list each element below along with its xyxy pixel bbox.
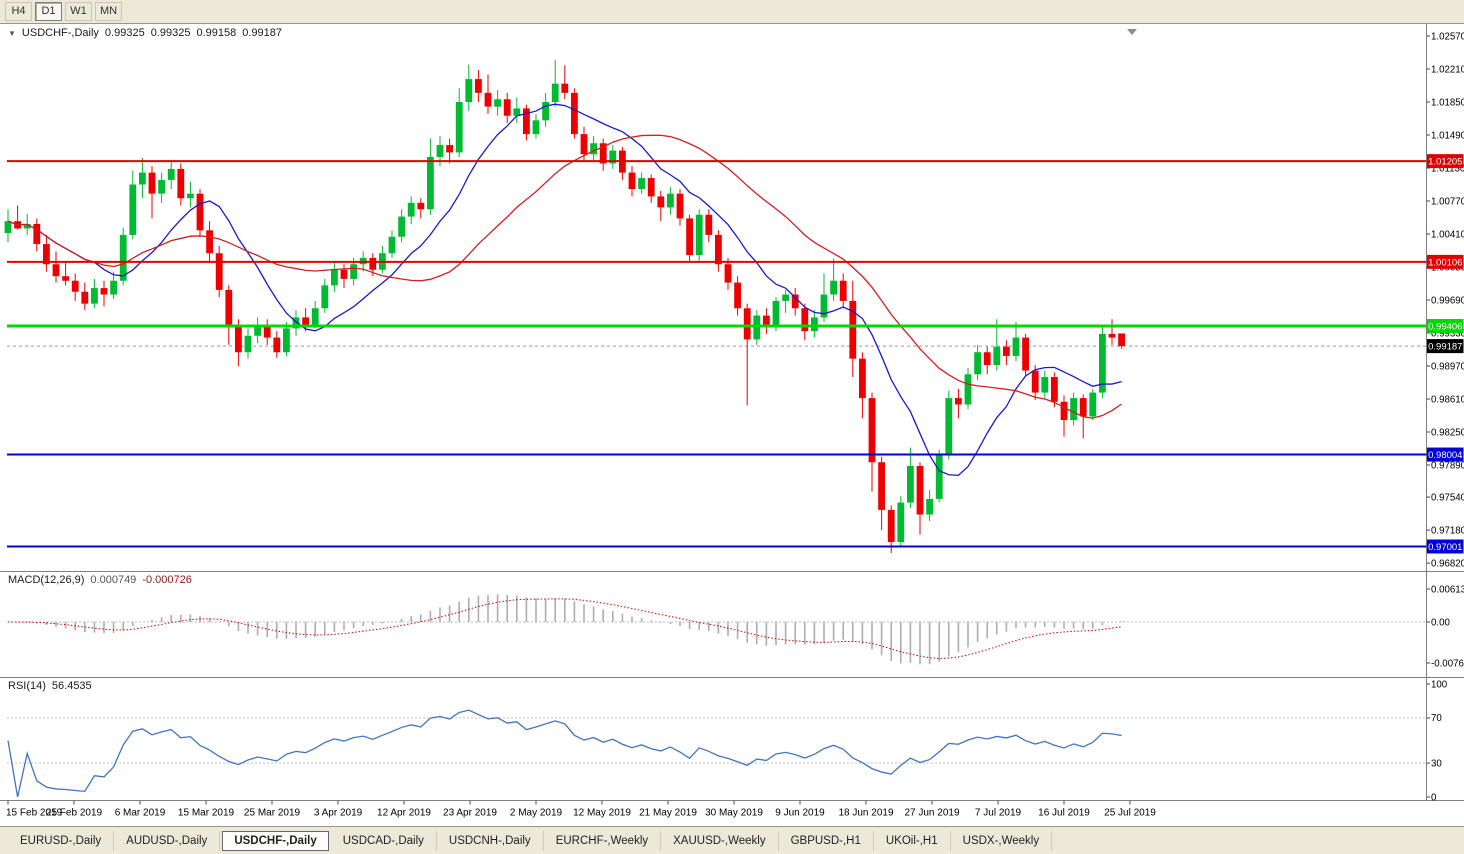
svg-text:21 May 2019: 21 May 2019: [639, 808, 697, 819]
svg-text:15 Mar 2019: 15 Mar 2019: [178, 808, 235, 819]
chart-tab-audusd-daily[interactable]: AUDUSD-,Daily: [114, 830, 221, 851]
chart-tabs: EURUSD-,Daily AUDUSD-,Daily USDCHF-,Daily U…: [0, 826, 1464, 854]
svg-text:18 Jun 2019: 18 Jun 2019: [838, 808, 893, 819]
svg-text:15 Feb 2019: 15 Feb 2019: [6, 808, 63, 819]
macd-name: MACD(12,26,9): [8, 574, 85, 586]
chart-tab-usdcnh-daily[interactable]: USDCNH-,Daily: [437, 830, 544, 851]
svg-text:0.98004: 0.98004: [1428, 450, 1462, 461]
svg-text:1.01850: 1.01850: [1431, 97, 1464, 108]
rsi-panel: 100 70 30 0: [7, 679, 1448, 803]
candlestick-series: [4, 59, 1125, 553]
symbol-name: USDCHF-,Daily: [21, 27, 99, 39]
svg-text:3 Apr 2019: 3 Apr 2019: [314, 808, 363, 819]
svg-text:25 Mar 2019: 25 Mar 2019: [244, 808, 301, 819]
ohlc-high: 0.99325: [150, 27, 191, 39]
macd-indicator-label: MACD(12,26,9) 0.000749 -0.000726: [8, 574, 192, 586]
chart-tab-usdchf-daily[interactable]: USDCHF-,Daily: [222, 830, 329, 851]
svg-text:0.96820: 0.96820: [1431, 558, 1464, 569]
chart-tab-eurchf-weekly[interactable]: EURCHF-,Weekly: [544, 830, 662, 851]
svg-text:30: 30: [1431, 758, 1442, 769]
svg-text:0.98610: 0.98610: [1431, 394, 1464, 405]
ohlc-low: 0.99158: [196, 27, 237, 39]
horizontal-line-objects[interactable]: [7, 160, 1427, 548]
svg-text:23 Apr 2019: 23 Apr 2019: [443, 808, 497, 819]
svg-text:12 May 2019: 12 May 2019: [573, 808, 631, 819]
svg-text:9 Jun 2019: 9 Jun 2019: [775, 808, 825, 819]
ohlc-close: 0.99187: [242, 27, 282, 39]
timeframe-button-d1[interactable]: D1: [35, 2, 62, 21]
chart-canvas[interactable]: 1.02570 1.02210 1.01850 1.01490 1.01130 1.007…: [0, 24, 1464, 826]
chart-tab-xauusd-weekly[interactable]: XAUUSD-,Weekly: [661, 830, 779, 851]
svg-text:0.98250: 0.98250: [1431, 427, 1464, 438]
svg-text:7 Jul 2019: 7 Jul 2019: [975, 808, 1022, 819]
macd-signal-value: -0.000726: [142, 574, 192, 586]
svg-text:1.01205: 1.01205: [1428, 157, 1462, 168]
svg-text:0.00613: 0.00613: [1431, 584, 1464, 595]
svg-text:0.97540: 0.97540: [1431, 492, 1464, 503]
svg-text:0.97180: 0.97180: [1431, 525, 1464, 536]
svg-text:6 Mar 2019: 6 Mar 2019: [115, 808, 166, 819]
chart-tab-ukoil-h1[interactable]: UKOil-,H1: [874, 830, 951, 851]
price-axis[interactable]: 1.02570 1.02210 1.01850 1.01490 1.01130 1.007…: [1426, 31, 1464, 569]
svg-text:1.01490: 1.01490: [1431, 130, 1464, 141]
svg-text:0.97001: 0.97001: [1428, 542, 1462, 553]
chart-tab-usdcad-daily[interactable]: USDCAD-,Daily: [331, 830, 437, 851]
timeframe-button-w1[interactable]: W1: [65, 2, 92, 21]
svg-text:12 Apr 2019: 12 Apr 2019: [377, 808, 431, 819]
svg-text:27 Jun 2019: 27 Jun 2019: [904, 808, 959, 819]
rsi-indicator-label: RSI(14) 56.4535: [8, 680, 92, 692]
svg-text:0.97890: 0.97890: [1431, 460, 1464, 471]
macd-main-value: 0.000749: [90, 574, 137, 586]
svg-text:0.98970: 0.98970: [1431, 361, 1464, 372]
svg-text:1.02570: 1.02570: [1431, 31, 1464, 42]
timeframe-button-mn[interactable]: MN: [95, 2, 122, 21]
chart-tab-eurusd-daily[interactable]: EURUSD-,Daily: [8, 830, 115, 851]
chart-window[interactable]: 1.02570 1.02210 1.01850 1.01490 1.01130 1.007…: [0, 24, 1464, 826]
chart-tab-gbpusd-h1[interactable]: GBPUSD-,H1: [779, 830, 874, 851]
svg-text:1.02210: 1.02210: [1431, 64, 1464, 75]
svg-text:0.99187: 0.99187: [1428, 342, 1462, 353]
symbol-dropdown-icon[interactable]: ▼: [8, 29, 16, 38]
svg-text:30 May 2019: 30 May 2019: [705, 808, 763, 819]
svg-text:1.00410: 1.00410: [1431, 229, 1464, 240]
chart-shift-marker[interactable]: [1127, 29, 1137, 35]
svg-text:1.00770: 1.00770: [1431, 196, 1464, 207]
timeframe-button-h4[interactable]: H4: [5, 2, 32, 21]
svg-text:25 Jul 2019: 25 Jul 2019: [1104, 808, 1156, 819]
ohlc-open: 0.99325: [104, 27, 145, 39]
svg-text:0.99330: 0.99330: [1431, 328, 1464, 339]
panel-separators[interactable]: [0, 24, 1464, 801]
svg-text:2 May 2019: 2 May 2019: [510, 808, 563, 819]
rsi-name: RSI(14): [8, 680, 46, 692]
svg-text:25 Feb 2019: 25 Feb 2019: [46, 808, 103, 819]
svg-text:16 Jul 2019: 16 Jul 2019: [1038, 808, 1090, 819]
moving-averages: [7, 103, 1122, 477]
timeframe-toolbar: H4 D1 W1 MN: [0, 0, 1464, 24]
svg-text:0.00: 0.00: [1431, 617, 1450, 628]
rsi-value: 56.4535: [51, 680, 92, 692]
svg-text:0: 0: [1431, 792, 1437, 803]
svg-text:1.00106: 1.00106: [1428, 257, 1462, 268]
svg-text:0.99406: 0.99406: [1428, 322, 1462, 333]
svg-text:0.99690: 0.99690: [1431, 295, 1464, 306]
chart-title: ▼ USDCHF-,Daily 0.99325 0.99325 0.99158 …: [8, 27, 282, 40]
svg-text:100: 100: [1431, 679, 1448, 690]
svg-text:1.01130: 1.01130: [1431, 163, 1464, 174]
chart-tab-usdx-weekly[interactable]: USDX-,Weekly: [951, 830, 1053, 851]
svg-text:70: 70: [1431, 713, 1442, 724]
